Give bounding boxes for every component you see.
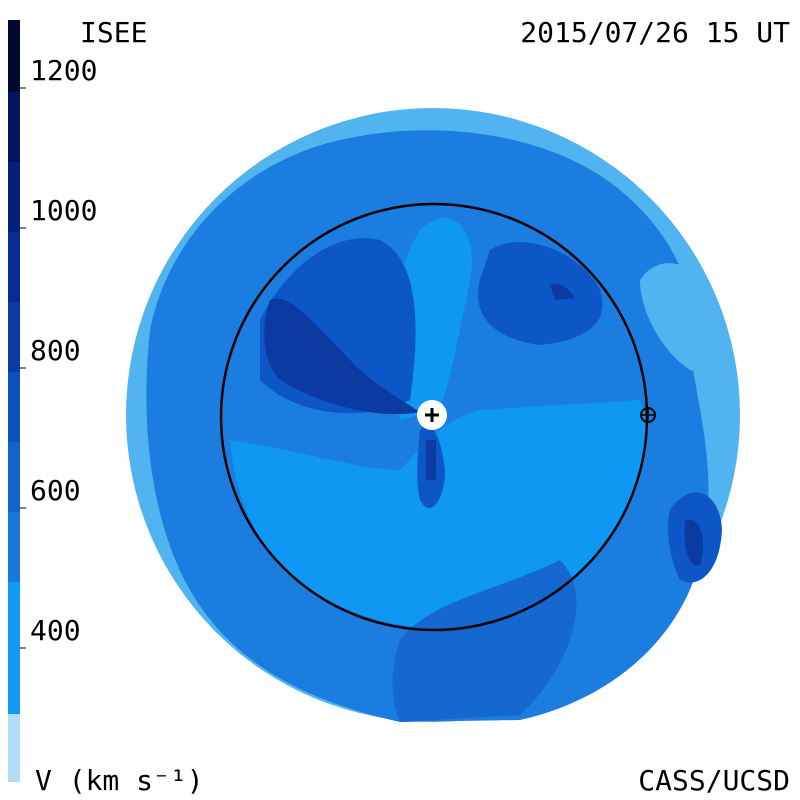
credit: CASS/UCSD	[638, 764, 790, 797]
timestamp: 2015/07/26 15 UT	[520, 16, 790, 49]
colorbar	[8, 20, 20, 782]
colorbar-tick-label: 400	[30, 614, 81, 647]
units-label: V (km s⁻¹)	[35, 764, 204, 797]
velocity-map	[126, 108, 740, 722]
colorbar-tick-label: 1000	[30, 194, 97, 227]
colorbar-tick-label: 600	[30, 474, 81, 507]
colorbar-tick-label: 1200	[30, 54, 97, 87]
colorbar-tick-label: 800	[30, 334, 81, 367]
title: ISEE	[80, 16, 147, 49]
